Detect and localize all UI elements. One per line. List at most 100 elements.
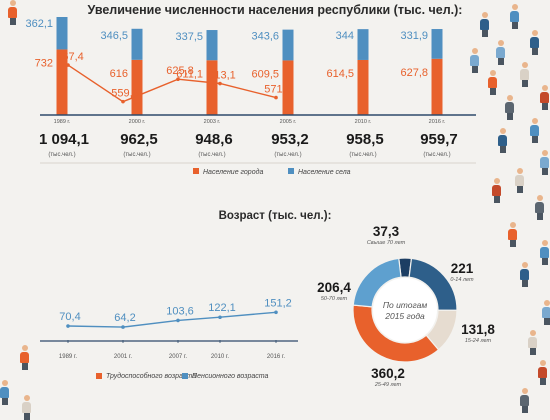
decorative-person-figure (508, 222, 517, 247)
donut-caption-label: Свыше 70 лет (367, 240, 406, 246)
working-age-point (66, 63, 70, 67)
year-tick-label: 2000 г. (129, 119, 146, 125)
working-age-point (121, 99, 125, 104)
rural-bar (206, 30, 218, 61)
legend-rural-swatch (288, 168, 294, 174)
decorative-person-figure (20, 345, 29, 370)
population-total-label: 948,6 (195, 131, 233, 148)
decorative-person-figure (520, 62, 529, 87)
working-age-point (218, 81, 222, 86)
decorative-person-figure (510, 4, 519, 29)
total-unit-label: (тыс.чел.) (274, 152, 301, 158)
working-age-value-label: 571,8 (264, 84, 292, 96)
pension-age-value-label: 70,4 (59, 311, 80, 323)
decorative-person-figure (530, 30, 539, 55)
year-tick-label: 2005 г. (280, 119, 297, 125)
decorative-person-figure (520, 388, 529, 413)
age-line-chart: 667,4 70,4 1989 г. 559,8 64,2 2001 г. 625,8 103… (40, 51, 298, 380)
decorative-person-figure (540, 85, 549, 110)
population-bar-chart: 732 362,1 1989 г. 1 094,1 (тыс.чел.) 616 346,5… (25, 17, 476, 176)
urban-value-label: 611,1 (176, 68, 203, 80)
decorative-person-figure (540, 240, 549, 265)
age-year-tick-label: 2010 г. (211, 354, 229, 360)
total-unit-label: (тыс.чел.) (349, 152, 376, 158)
population-total-label: 953,2 (271, 131, 309, 148)
total-unit-label: (тыс.чел.) (423, 152, 450, 158)
working-age-value-label: 667,4 (56, 51, 84, 63)
working-age-value-label: 613,1 (208, 70, 236, 82)
legend-pension-swatch (182, 373, 188, 379)
rural-bar (357, 29, 369, 60)
urban-value-label: 609,5 (251, 68, 279, 80)
donut-caption-label: 0-14 лет (450, 277, 474, 283)
urban-bar (206, 60, 218, 115)
urban-bar (131, 59, 143, 115)
rural-value-label: 337,5 (175, 31, 203, 43)
decorative-person-figure (542, 300, 550, 325)
pension-age-value-label: 151,2 (264, 297, 292, 309)
working-age-point (176, 77, 180, 82)
decorative-person-figure (488, 70, 497, 95)
urban-value-label: 732 (35, 57, 53, 69)
rural-bar (56, 17, 68, 50)
decorative-person-figure (520, 262, 529, 287)
decorative-person-figure (470, 48, 479, 73)
donut-value-label: 206,4 (317, 280, 351, 295)
year-tick-label: 1989 г. (54, 119, 71, 125)
legend-urban-swatch (193, 168, 199, 174)
age-year-tick-label: 2016 г. (267, 354, 285, 360)
donut-value-label: 37,3 (373, 224, 400, 239)
pension-age-point (218, 315, 222, 320)
population-total-label: 962,5 (120, 131, 158, 148)
donut-caption-label: 50-70 лет (321, 296, 348, 302)
rural-bar (282, 29, 294, 61)
donut-value-label: 221 (451, 261, 474, 276)
donut-center-text-line1: По итогам (383, 300, 428, 310)
urban-bar (431, 58, 443, 115)
population-total-label: 958,5 (346, 131, 384, 148)
donut-center-text-line2: 2015 года (384, 311, 425, 321)
decorative-person-figure (0, 380, 9, 405)
population-total-label: 959,7 (420, 131, 458, 148)
total-unit-label: (тыс.чел.) (123, 152, 150, 158)
urban-value-label: 614,5 (326, 68, 354, 80)
decorative-person-figure (480, 12, 489, 37)
age-year-tick-label: 2007 г. (169, 354, 187, 360)
age-year-tick-label: 2001 г. (114, 354, 132, 360)
legend-working-label: Трудоспособного возраста (106, 372, 196, 380)
donut-value-label: 360,2 (371, 366, 405, 381)
decorative-person-figure (528, 330, 537, 355)
donut-caption-label: 15-24 лет (465, 338, 492, 344)
pension-age-point (121, 325, 125, 329)
year-tick-label: 2016 г. (429, 119, 446, 125)
total-unit-label: (тыс.чел.) (48, 152, 75, 158)
working-age-value-label: 625,8 (166, 65, 194, 77)
decorative-person-figure (530, 118, 539, 143)
decorative-person-figure (8, 0, 17, 25)
legend-urban-label: Население города (203, 168, 263, 176)
population-chart-title: Увеличение численности населения республ… (87, 3, 463, 17)
year-tick-label: 2003 г. (204, 119, 221, 125)
rural-value-label: 362,1 (25, 18, 53, 30)
pension-age-value-label: 122,1 (208, 302, 236, 314)
rural-value-label: 344 (336, 30, 354, 42)
pension-age-point (66, 324, 70, 328)
decorative-person-figure (515, 168, 524, 193)
rural-bar (131, 28, 143, 60)
working-age-value-label: 559,8 (111, 88, 139, 100)
total-unit-label: (тыс.чел.) (198, 152, 225, 158)
urban-value-label: 627,8 (400, 67, 428, 79)
decorative-person-figure (535, 195, 544, 220)
pension-age-point (176, 318, 180, 323)
age-chart-title: Возраст (тыс. чел.): (218, 210, 332, 222)
decorative-person-figure (492, 178, 501, 203)
rural-value-label: 346,5 (100, 30, 128, 42)
donut-value-label: 131,8 (461, 322, 495, 337)
urban-bar (357, 59, 369, 115)
rural-value-label: 331,9 (400, 30, 428, 42)
pension-age-point (274, 310, 278, 315)
decorative-person-figure (538, 360, 547, 385)
working-age-point (274, 95, 278, 100)
